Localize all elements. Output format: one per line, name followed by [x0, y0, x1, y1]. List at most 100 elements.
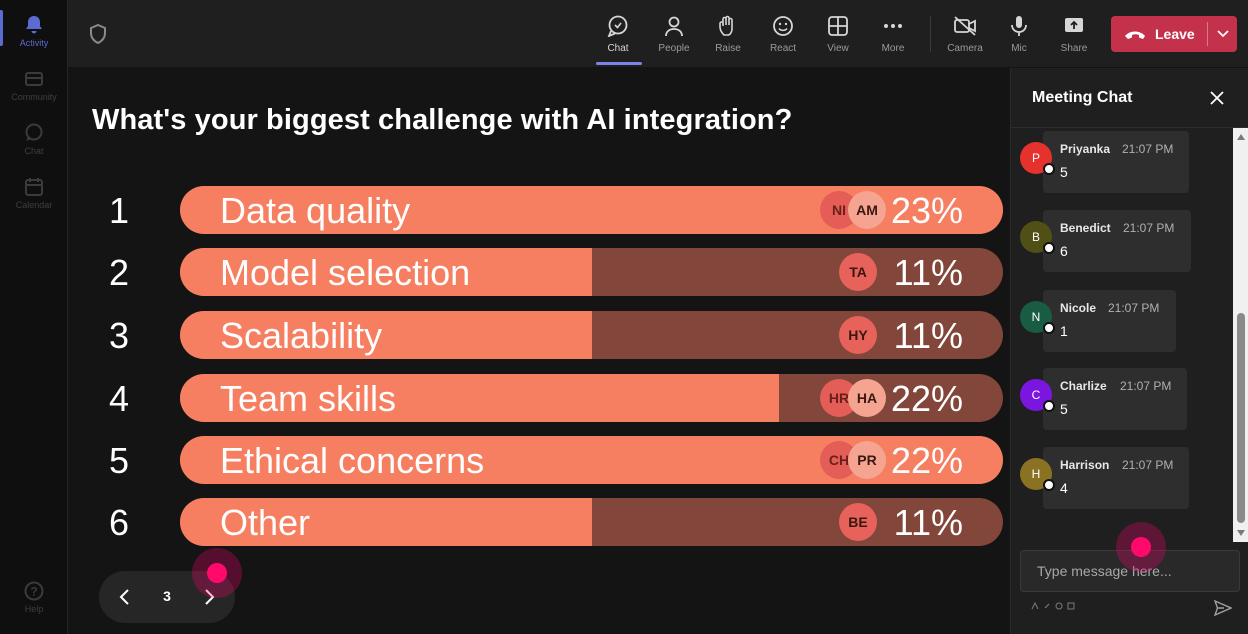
rail-item-label: Activity — [19, 37, 49, 48]
toolbar-button-label: Mic — [1011, 43, 1027, 54]
format-icon[interactable] — [1031, 602, 1039, 610]
message-time: 21:07 PM — [1120, 379, 1172, 393]
rail-item-community[interactable]: Community — [0, 58, 68, 112]
scroll-up-arrow[interactable] — [1237, 134, 1245, 140]
toolbar-view-button[interactable]: View — [812, 8, 864, 60]
toolbar-react-button[interactable]: React — [757, 8, 809, 60]
chat-title: Meeting Chat — [1032, 89, 1133, 106]
toolbar-button-label: More — [881, 43, 905, 54]
presence-status-icon — [1043, 163, 1055, 175]
toolbar-people-button[interactable]: People — [648, 8, 700, 60]
voter-avatar: HA — [848, 379, 886, 417]
scroll-down-arrow[interactable] — [1237, 530, 1245, 536]
message-composer — [1020, 550, 1240, 592]
share-icon — [1062, 14, 1086, 38]
rail-item-label: Community — [11, 91, 57, 102]
voter-avatar: BE — [839, 503, 877, 541]
message-bubble: Harrison 21:07 PM 4 — [1043, 447, 1189, 509]
chat-scrollbar[interactable] — [1233, 128, 1248, 542]
message-time: 21:07 PM — [1108, 301, 1160, 315]
chat-message: Benedict 21:07 PM 6 B — [1011, 207, 1233, 272]
voter-avatar: TA — [839, 253, 877, 291]
chat-icon — [24, 123, 44, 143]
svg-text:?: ? — [30, 584, 37, 598]
option-percent: 22% — [890, 440, 963, 481]
option-percent: 11% — [893, 252, 963, 293]
leave-button[interactable]: Leave — [1111, 16, 1237, 52]
rail-item-chat[interactable]: Chat — [0, 112, 68, 166]
result-bar: Ethical concerns CH PR 22% — [180, 436, 1003, 484]
previous-page-button[interactable] — [113, 585, 137, 609]
result-bar: Team skills HR HA 22% — [180, 374, 1003, 422]
rail-active-indicator — [0, 10, 3, 46]
poll-option-row: 2 Model selection TA 11% — [68, 248, 1010, 296]
poll-option-row: 1 Data quality NI AM 23% — [68, 186, 1010, 234]
toolbar-button-label: Raise — [715, 43, 741, 54]
toolbar-more-button[interactable]: More — [867, 8, 919, 60]
toolbar-chat-button[interactable]: Chat — [592, 8, 644, 60]
presence-status-icon — [1043, 242, 1055, 254]
mic-icon — [1007, 14, 1031, 38]
rail-item-help[interactable]: ? Help — [0, 570, 68, 624]
toolbar-button-label: People — [658, 43, 690, 54]
next-page-button[interactable] — [197, 585, 221, 609]
attach-icon[interactable] — [1043, 602, 1051, 610]
page-number: 3 — [163, 588, 171, 604]
send-icon[interactable] — [1213, 598, 1233, 618]
option-label: Scalability — [220, 315, 383, 356]
chat-message: Priyanka 21:07 PM 5 P — [1011, 128, 1233, 193]
poll-option-row: 4 Team skills HR HA 22% — [68, 374, 1010, 422]
presence-status-icon — [1043, 322, 1055, 334]
sender-name: Charlize — [1060, 379, 1107, 393]
message-input[interactable] — [1021, 551, 1239, 591]
gif-icon[interactable] — [1067, 602, 1075, 610]
option-number: 5 — [108, 440, 130, 481]
message-time: 21:07 PM — [1122, 142, 1174, 156]
toolbar-button-label: Share — [1060, 43, 1088, 54]
close-icon[interactable] — [1207, 88, 1227, 108]
toolbar-raise-button[interactable]: Raise — [702, 8, 754, 60]
toolbar-camera-button[interactable]: Camera — [939, 8, 991, 60]
option-percent: 22% — [890, 378, 963, 419]
option-number: 6 — [108, 502, 130, 543]
rail-item-activity[interactable]: Activity — [0, 4, 68, 58]
message-text: 6 — [1060, 243, 1068, 259]
chevron-down-icon[interactable] — [1212, 22, 1234, 46]
presence-status-icon — [1043, 400, 1055, 412]
result-bar: Scalability HY 11% — [180, 311, 1003, 359]
result-bar-fill — [180, 498, 592, 546]
option-percent: 11% — [893, 315, 963, 356]
more-icon — [881, 14, 905, 38]
calendar-icon — [24, 177, 44, 197]
leave-divider — [1207, 22, 1208, 46]
sender-name: Benedict — [1060, 221, 1111, 235]
rail-item-calendar[interactable]: Calendar — [0, 166, 68, 220]
toolbar-button-label: Chat — [607, 43, 629, 54]
hang-up-icon — [1123, 22, 1147, 46]
voter-avatar: PR — [848, 441, 886, 479]
chat-message-list: Priyanka 21:07 PM 5 P Benedict 21:07 PM 6 B Nico… — [1011, 128, 1233, 542]
rail-item-label: Calendar — [15, 199, 53, 210]
emoji-icon[interactable] — [1055, 602, 1063, 610]
help-icon: ? — [24, 581, 44, 601]
option-number: 3 — [108, 315, 130, 356]
toolbar-share-button[interactable]: Share — [1048, 8, 1100, 60]
toolbar-mic-button[interactable]: Mic — [993, 8, 1045, 60]
toolbar-button-label: View — [827, 43, 849, 54]
message-bubble: Nicole 21:07 PM 1 — [1043, 290, 1176, 352]
option-number: 2 — [108, 252, 130, 293]
scrollbar-thumb[interactable] — [1237, 313, 1245, 523]
pointer-highlight — [1116, 522, 1166, 572]
sender-name: Harrison — [1060, 458, 1110, 472]
toolbar-divider — [930, 16, 931, 52]
sender-name: Nicole — [1060, 301, 1097, 315]
people-icon — [662, 14, 686, 38]
result-bar-fill — [180, 374, 779, 422]
poll-option-row: 6 Other BE 11% — [68, 498, 1010, 546]
message-text: 1 — [1060, 323, 1068, 339]
avatar[interactable]: B — [1020, 221, 1052, 253]
chat-icon — [606, 14, 630, 38]
meeting-toolbar: Chat People Raise React View More C — [68, 0, 1248, 68]
message-bubble: Charlize 21:07 PM 5 — [1043, 368, 1187, 430]
message-text: 5 — [1060, 164, 1068, 180]
